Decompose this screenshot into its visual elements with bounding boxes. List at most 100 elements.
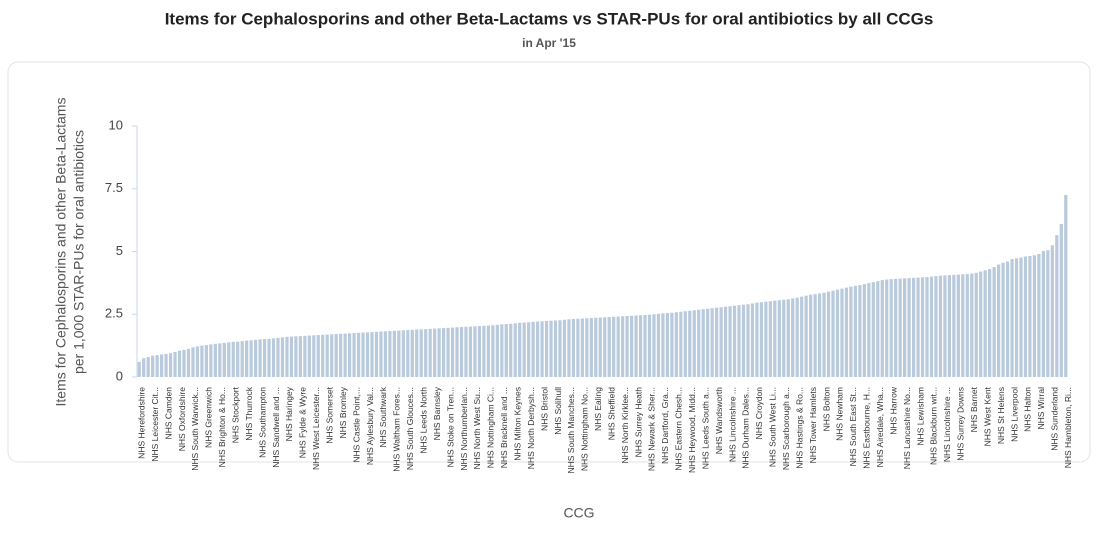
x-tick-group: NHS Herefordshire <box>136 387 146 459</box>
x-tick-label: NHS Camden <box>163 387 173 440</box>
x-tick-label: NHS Wandsworth <box>714 387 724 455</box>
x-tick-group: NHS Greenwich <box>204 387 214 448</box>
x-tick-label: NHS West Kent <box>982 386 992 446</box>
bar <box>544 321 549 377</box>
bar <box>911 277 916 377</box>
bar <box>289 336 294 377</box>
bar <box>464 326 468 377</box>
bar <box>209 344 213 377</box>
x-tick-label: NHS South Glouces... <box>405 387 415 470</box>
x-tick-label: NHS Waltham Fores... <box>392 387 402 472</box>
bar <box>468 326 473 377</box>
x-tick-group: NHS Stockport <box>230 386 240 443</box>
x-tick-label: NHS Durham Dales... <box>741 387 751 469</box>
x-tick-label: NHS Barnet <box>969 386 979 432</box>
bar <box>1041 250 1045 377</box>
bar <box>410 329 414 377</box>
x-tick-group: NHS Nottingham No... <box>580 387 590 471</box>
x-tick-group: NHS South Manches... <box>566 387 576 473</box>
x-tick-label: NHS Sunderland <box>1050 387 1060 451</box>
x-tick-label: NHS Tower Hamlets <box>808 387 818 463</box>
x-tick-group: NHS Newark & Sher... <box>647 387 657 471</box>
bar <box>285 336 289 377</box>
x-tick-label: NHS Dartford, Gra... <box>660 387 670 464</box>
x-tick-group: NHS Halton <box>1023 387 1033 432</box>
x-tick-label: NHS Lincolnshire ... <box>942 387 952 462</box>
bar <box>920 277 925 377</box>
bar <box>482 325 486 377</box>
bar <box>616 316 620 377</box>
x-tick-group: NHS Harrow <box>888 386 898 435</box>
bar <box>876 281 880 377</box>
bar <box>191 347 195 377</box>
bar <box>168 353 173 377</box>
x-tick-group: NHS North Derbysh... <box>526 387 536 469</box>
bar <box>916 277 920 377</box>
bar <box>294 336 298 377</box>
x-tick-group: NHS Wirral <box>1036 387 1046 430</box>
bar <box>240 341 244 377</box>
bar <box>401 330 405 377</box>
bar <box>339 333 343 377</box>
bar <box>862 284 866 377</box>
y-tick-label: 5 <box>116 243 123 258</box>
x-tick-group: NHS Milton Keynes <box>512 387 522 461</box>
bar <box>249 340 253 377</box>
x-tick-group: NHS Solihull <box>553 387 563 435</box>
x-tick-group: NHS Bolton <box>821 387 831 432</box>
bar <box>186 348 191 377</box>
x-tick-label: NHS Harrow <box>888 386 898 435</box>
bar <box>1014 258 1019 377</box>
x-tick-label: NHS Newark & Sher... <box>647 387 657 471</box>
bar <box>647 314 652 377</box>
bar <box>325 334 329 377</box>
bar <box>813 294 817 377</box>
bar <box>974 272 978 377</box>
x-tick-group: NHS Nottingham Ci... <box>486 387 496 468</box>
bar <box>567 319 571 377</box>
bar <box>992 267 996 377</box>
bar <box>594 317 598 377</box>
bar <box>477 326 482 377</box>
bar <box>1023 256 1028 377</box>
x-tick-group: NHS West Leicester... <box>311 387 321 470</box>
bar <box>997 264 1001 377</box>
bar <box>415 329 419 377</box>
bar <box>231 341 235 377</box>
x-tick-label: NHS Lancashire No... <box>902 387 912 469</box>
bar <box>894 278 898 377</box>
bar <box>173 351 177 377</box>
bar <box>549 320 553 377</box>
bar <box>576 318 580 377</box>
x-tick-label: NHS South West Li... <box>768 387 778 467</box>
x-tick-group: NHS North West Su... <box>472 387 482 470</box>
x-tick-label: NHS Surrey Downs <box>956 387 966 461</box>
bar <box>907 278 911 377</box>
x-tick-label: NHS Bolton <box>821 387 831 432</box>
bar <box>182 349 186 377</box>
x-tick-group: NHS West Kent <box>982 386 992 446</box>
bar <box>437 328 441 377</box>
x-tick-group: NHS Thurrock <box>244 386 254 440</box>
x-tick-group: NHS Northumberlan... <box>459 387 469 471</box>
y-axis-label-line: Items for Cephalosporins and other Beta-… <box>53 98 69 407</box>
x-axis-label: CCG <box>563 505 594 521</box>
bar <box>674 312 678 377</box>
x-tick-label: NHS Lincolnshire ... <box>727 387 737 462</box>
bar <box>343 333 347 377</box>
x-tick-group: NHS Stoke on Tren... <box>445 387 455 467</box>
bar <box>312 335 316 377</box>
bar <box>1064 195 1068 377</box>
x-tick-group: NHS Heywood, Midd... <box>687 387 697 473</box>
bar <box>750 303 755 377</box>
bar <box>898 278 902 377</box>
bar <box>361 332 365 377</box>
x-tick-label: NHS Southwark <box>378 386 388 447</box>
bar <box>979 271 983 377</box>
bar <box>441 328 446 377</box>
chart-subtitle: in Apr '15 <box>522 36 576 50</box>
x-tick-group: NHS Liverpool <box>1009 387 1019 442</box>
x-tick-group: NHS Scarborough a... <box>781 387 791 470</box>
x-tick-group: NHS Sandwell and ... <box>271 387 281 468</box>
bar <box>428 328 432 377</box>
